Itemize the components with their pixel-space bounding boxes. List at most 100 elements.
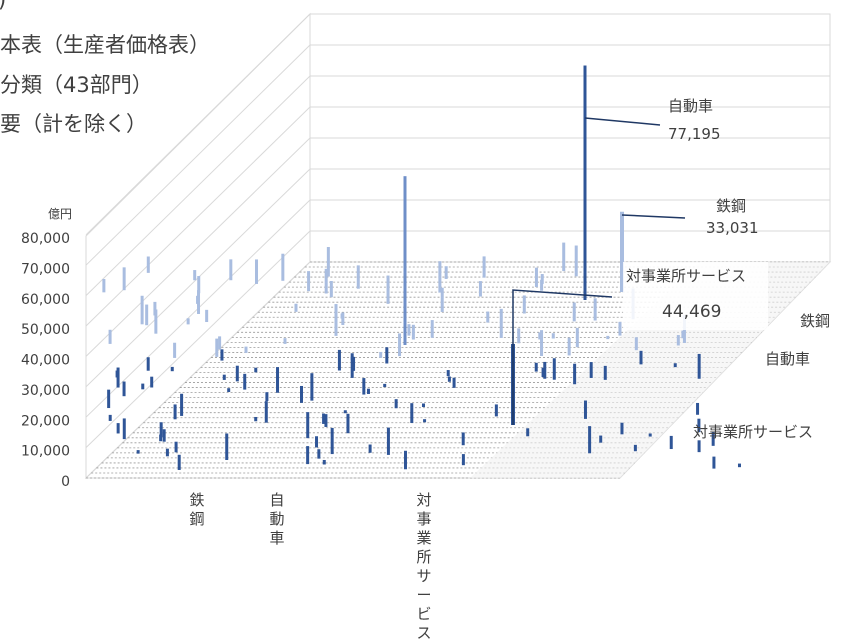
bar — [276, 367, 280, 393]
callout-label-taijigyosho: 対事業所サービス — [626, 267, 746, 285]
bar — [343, 410, 347, 414]
callout-tekko: 鉄鋼 33,031 — [621, 197, 759, 237]
callout-value-tekko: 33,031 — [706, 219, 759, 237]
bar — [356, 265, 360, 289]
bar — [681, 330, 685, 339]
bar — [574, 245, 578, 277]
bar — [461, 454, 465, 466]
bar — [362, 378, 366, 395]
x-axis-labels: 鉄鋼 自動車 対事業所サービス — [189, 491, 431, 642]
bar — [421, 403, 425, 408]
bar — [583, 400, 587, 419]
bar — [494, 404, 498, 417]
callout-value-taijigyosho: 44,469 — [662, 302, 721, 322]
bar — [159, 422, 163, 438]
x-category-label: 所 — [416, 548, 431, 566]
bar — [673, 363, 677, 368]
bar — [244, 346, 248, 353]
chart-title-line-3: 要（計を除く） — [0, 112, 147, 136]
bar — [423, 419, 427, 423]
bar — [146, 357, 150, 371]
bar — [461, 432, 465, 446]
bar — [444, 266, 448, 279]
bar — [141, 383, 145, 390]
bar — [599, 435, 603, 443]
bar — [281, 253, 285, 281]
bar — [193, 270, 197, 281]
bar — [324, 414, 328, 427]
bar — [552, 358, 556, 380]
bar — [411, 324, 415, 340]
bar — [575, 327, 579, 348]
bar — [386, 275, 390, 304]
bar — [410, 403, 414, 423]
x-category-label: 業 — [416, 529, 431, 547]
bar — [197, 276, 201, 294]
y-axis-unit: 億円 — [48, 207, 72, 221]
x-category-label: ー — [416, 586, 431, 604]
bar — [438, 261, 442, 293]
bar — [254, 367, 258, 373]
bar — [386, 427, 390, 455]
bar — [229, 259, 233, 281]
bar — [146, 256, 150, 273]
bar — [341, 312, 345, 326]
bar — [243, 373, 247, 390]
bar — [215, 338, 219, 357]
bar — [186, 318, 190, 325]
bar — [254, 416, 258, 422]
side-gridline — [85, 261, 311, 479]
bar — [265, 392, 269, 401]
bar — [440, 287, 444, 312]
bar — [255, 259, 259, 284]
y-tick-label: 80,000 — [21, 231, 70, 247]
bar — [294, 303, 298, 312]
bar — [222, 374, 226, 380]
x-category-label: 事 — [416, 510, 431, 528]
bar — [136, 450, 140, 454]
bar — [205, 309, 209, 323]
bar — [403, 450, 407, 470]
bar — [329, 280, 333, 298]
bar — [603, 365, 607, 380]
bar — [368, 444, 372, 453]
bar — [173, 404, 177, 420]
bar — [567, 337, 571, 356]
bar — [334, 304, 338, 336]
bar — [562, 242, 566, 272]
bar — [150, 376, 154, 388]
bar — [154, 309, 158, 334]
bar — [300, 385, 304, 403]
bar — [173, 342, 177, 358]
callout-box — [623, 262, 768, 330]
bar — [573, 363, 577, 385]
bar — [517, 328, 521, 344]
bar — [403, 176, 407, 345]
bar — [197, 290, 201, 314]
x-category-label: ス — [416, 624, 431, 642]
bar — [122, 418, 126, 440]
bar — [534, 267, 538, 288]
bar — [639, 350, 643, 365]
bar — [407, 324, 411, 336]
bar — [634, 337, 638, 351]
bar — [711, 431, 715, 446]
bar — [478, 281, 482, 297]
bar — [153, 301, 157, 316]
bar — [322, 413, 326, 424]
bar — [541, 367, 545, 378]
y-tick-label: 0 — [61, 474, 70, 490]
y-tick-label: 10,000 — [21, 444, 70, 460]
bar — [145, 304, 149, 326]
bar — [606, 335, 610, 340]
bar — [446, 370, 450, 377]
bar — [669, 435, 673, 450]
bar — [385, 347, 389, 364]
bar — [540, 279, 544, 291]
bar — [330, 427, 334, 455]
bar — [697, 353, 701, 379]
x-category-label: 車 — [269, 529, 284, 547]
x-category-label: サ — [416, 567, 431, 585]
bar — [447, 376, 451, 382]
side-gridline — [85, 44, 311, 266]
